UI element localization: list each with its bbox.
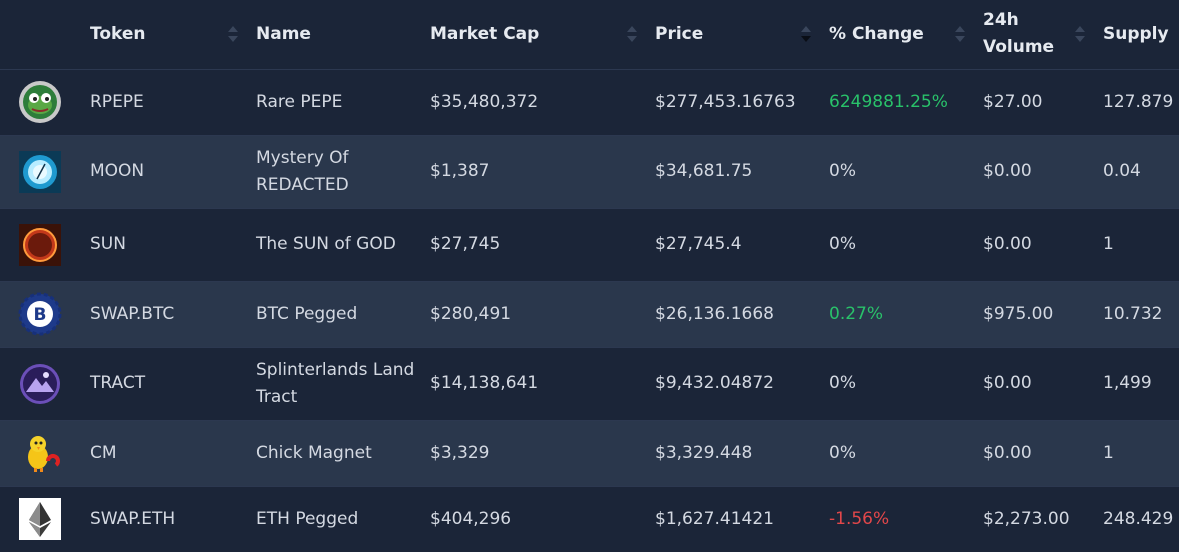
percent-change: 0% [819,207,973,281]
supply: 1 [1093,419,1179,486]
chick-icon [28,436,60,472]
sort-icon[interactable] [1075,25,1085,43]
supply: 248.429 [1093,485,1179,552]
price: $9,432.04872 [645,346,819,420]
percent-change: 0% [819,346,973,420]
token-name: ETH Pegged [246,485,420,552]
market-cap: $35,480,372 [420,68,645,135]
table-header: Token Name Market Cap Price % Change 24h… [0,0,1179,69]
token-symbol[interactable]: SUN [80,207,246,281]
volume: $0.00 [973,346,1093,420]
table-row[interactable]: CM Chick Magnet $3,329 $3,329.448 0% $0.… [0,419,1179,486]
sort-icon[interactable] [627,25,637,43]
volume: $975.00 [973,280,1093,347]
token-name: The SUN of GOD [246,207,420,281]
market-cap: $27,745 [420,207,645,281]
percent-change: 6249881.25% [819,68,973,135]
token-symbol[interactable]: SWAP.ETH [80,485,246,552]
token-symbol[interactable]: MOON [80,134,246,208]
token-name: Splinterlands Land Tract [246,346,420,420]
price: $27,745.4 [645,207,819,281]
supply: 1 [1093,207,1179,281]
token-name: BTC Pegged [246,280,420,347]
percent-change: 0.27% [819,280,973,347]
volume: $0.00 [973,419,1093,486]
token-icon-cell [0,207,80,281]
price: $26,136.1668 [645,280,819,347]
table-row[interactable]: MOON Mystery Of REDACTED $1,387 $34,681.… [0,134,1179,208]
token-icon-cell [0,134,80,208]
volume: $0.00 [973,207,1093,281]
token-name: Rare PEPE [246,68,420,135]
sort-icon[interactable] [955,25,965,43]
percent-change: 0% [819,134,973,208]
supply: 0.04 [1093,134,1179,208]
token-icon-cell [0,346,80,420]
table-row[interactable]: SUN The SUN of GOD $27,745 $27,745.4 0% … [0,207,1179,281]
market-cap: $3,329 [420,419,645,486]
table-row[interactable]: RPEPE Rare PEPE $35,480,372 $277,453.167… [0,68,1179,135]
price: $1,627.41421 [645,485,819,552]
sort-icon[interactable] [228,25,238,43]
moon-icon [19,150,61,193]
market-cap: $14,138,641 [420,346,645,420]
pepe-icon [19,81,61,123]
table-row[interactable]: TRACT Splinterlands Land Tract $14,138,6… [0,346,1179,420]
token-symbol[interactable]: SWAP.BTC [80,280,246,347]
header-icon [0,0,80,69]
swap-btc-icon: B [18,292,62,336]
header-name: Name [256,23,311,44]
token-symbol[interactable]: CM [80,419,246,486]
header-token[interactable]: Token [80,0,246,69]
supply: 127.879 [1093,68,1179,135]
svg-text:B: B [34,305,47,325]
price: $3,329.448 [645,419,819,486]
header-price[interactable]: Price [645,0,819,69]
market-cap: $1,387 [420,134,645,208]
table-row[interactable]: B SWAP.BTC BTC Pegged $280,491 $26,136.1… [0,280,1179,347]
header-market-cap[interactable]: Market Cap [420,0,645,69]
percent-change: 0% [819,419,973,486]
volume: $0.00 [973,134,1093,208]
token-name: Chick Magnet [246,419,420,486]
price: $34,681.75 [645,134,819,208]
token-symbol[interactable]: TRACT [80,346,246,420]
market-cap: $404,296 [420,485,645,552]
token-icon-cell [0,419,80,486]
header-supply: Supply [1103,23,1169,44]
supply: 10.732 [1093,280,1179,347]
supply: 1,499 [1093,346,1179,420]
token-name: Mystery Of REDACTED [246,134,420,208]
volume: $2,273.00 [973,485,1093,552]
ethereum-icon [19,498,61,541]
table-row[interactable]: SWAP.ETH ETH Pegged $404,296 $1,627.4142… [0,485,1179,552]
tract-icon [20,363,60,404]
token-icon-cell [0,485,80,552]
header-change[interactable]: % Change [819,0,973,69]
market-cap: $280,491 [420,280,645,347]
price: $277,453.16763 [645,68,819,135]
sort-desc-icon[interactable] [801,25,811,43]
header-volume[interactable]: 24h Volume [973,0,1093,69]
sun-icon [19,223,61,266]
percent-change: -1.56% [819,485,973,552]
volume: $27.00 [973,68,1093,135]
token-symbol[interactable]: RPEPE [80,68,246,135]
token-icon-cell [0,68,80,135]
token-icon-cell: B [0,280,80,347]
